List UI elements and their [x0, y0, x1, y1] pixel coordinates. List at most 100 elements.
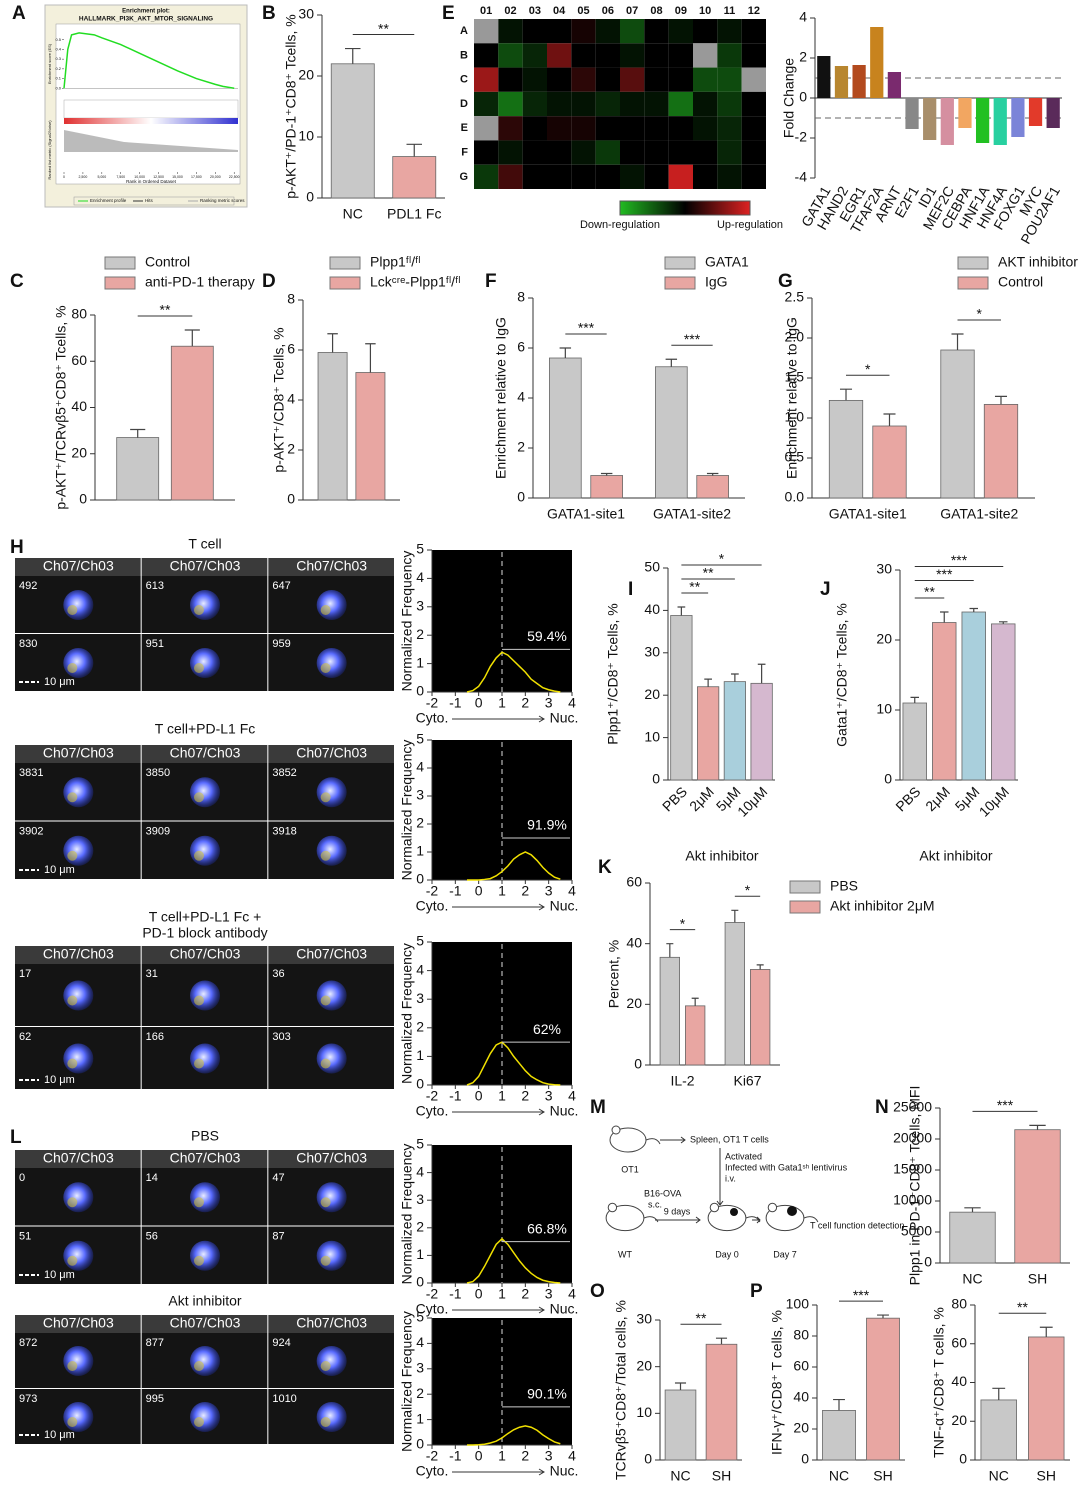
x-tick-label: 1: [498, 1286, 506, 1302]
bar: [590, 475, 623, 499]
x-tick-label: 4: [568, 695, 576, 711]
significance-label: **: [1017, 1299, 1028, 1315]
y-tick-label: 10: [876, 701, 892, 717]
heatmap-cell: [498, 91, 523, 117]
heatmap-cell: [644, 116, 669, 141]
gate-label: 66.8%: [527, 1220, 567, 1236]
x-tick-label: NC: [670, 1468, 690, 1484]
heatmap-cell: [668, 164, 693, 189]
y-tick-label: 10000: [893, 1192, 932, 1208]
legend-label: anti-PD-1 therapy: [145, 274, 255, 290]
cell-nucleus: [63, 1402, 94, 1432]
cell-stain: [320, 1058, 331, 1069]
y-tick-label: 4: [799, 9, 807, 25]
channel-header: [141, 558, 268, 576]
x-right-label: Nuc.: [550, 710, 579, 726]
y-tick-label: 0: [416, 1076, 424, 1092]
bar: [940, 98, 954, 145]
significance-label: ***: [684, 331, 701, 347]
y-axis-label: p-AKT⁺/PD-1⁺CD8⁺ Tcells, %: [283, 14, 299, 199]
error-bar: [365, 343, 376, 373]
bar: [993, 98, 1007, 145]
x-tick-label: 22,500: [229, 175, 240, 179]
y-axis-label: p-AKT⁺/CD8⁺ Tcells, %: [271, 327, 287, 472]
cell-nucleus: [316, 980, 347, 1011]
arrow: [660, 1136, 686, 1144]
cell-nucleus: [63, 1182, 94, 1213]
error-bar: [715, 1337, 728, 1345]
y-tick-label: 0.1: [55, 76, 61, 81]
y-tick-label: 0.2: [55, 66, 61, 71]
channel-header: [141, 745, 268, 763]
heatmap-cell: [474, 164, 499, 189]
x-tick-label: -2: [426, 695, 439, 711]
cell-id: 17: [19, 968, 31, 980]
y-tick-label: 2: [287, 441, 295, 457]
column-label: 11: [724, 5, 736, 17]
bar: [991, 623, 1016, 781]
y-tick-label: 4: [517, 389, 525, 405]
cell-nucleus: [190, 777, 220, 808]
bar: [723, 681, 746, 781]
cell-stain: [320, 995, 331, 1006]
channel-label: Ch07/Ch03: [296, 1150, 367, 1166]
y-tick-label: 25000: [893, 1099, 932, 1115]
cell-id: 872: [19, 1337, 37, 1349]
bar: [870, 27, 884, 98]
axis-arrow: [452, 1306, 545, 1314]
legend-label: PBS: [830, 878, 858, 894]
bar: [116, 437, 160, 501]
y-axis-label: Percent, %: [606, 940, 622, 1008]
legend-swatch: [664, 276, 696, 290]
axis-arrow: [452, 903, 545, 911]
panel-label: C: [10, 271, 24, 292]
column-label: 09: [675, 5, 687, 17]
heatmap-cell: [644, 67, 669, 92]
cell-id: 830: [19, 638, 37, 650]
significance-label: ***: [936, 566, 953, 582]
heatmap-cell: [522, 19, 547, 44]
y-tick-label: 3: [416, 787, 424, 803]
panel-label: H: [10, 537, 24, 558]
heatmap-cell: [547, 91, 572, 117]
bar: [852, 65, 866, 98]
axis-arrow: [452, 1108, 545, 1116]
heatmap-cell: [522, 91, 547, 117]
legend-swatch: [957, 276, 989, 290]
x-right-label: Nuc.: [550, 1301, 579, 1317]
y-tick-label: 40: [951, 1373, 967, 1389]
significance-label: **: [160, 302, 171, 318]
channel-label: Ch07/Ch03: [43, 946, 114, 962]
significance-label: *: [680, 915, 686, 931]
column-label: 04: [553, 5, 566, 17]
error-bar: [951, 333, 964, 350]
mouse-tail: [645, 1138, 661, 1145]
cell-id: 877: [146, 1337, 164, 1349]
x-tick-label: -1: [449, 1286, 462, 1302]
y-axis-label: Normalized Frequency: [399, 740, 415, 881]
heatmap-cell: [571, 67, 596, 92]
x-tick-label: -2: [426, 1448, 439, 1464]
cell-nucleus: [316, 1240, 347, 1271]
x-tick-label: 7,500: [116, 175, 125, 179]
heatmap-cell: [620, 43, 645, 68]
y-axis-label: Gata1⁺/CD8⁺ Tcells, %: [834, 603, 850, 747]
y-tick-label: 20: [793, 1420, 809, 1436]
x-right-label: Nuc.: [550, 1103, 579, 1119]
x-left-label: Cyto.: [416, 1463, 449, 1479]
channel-label: Ch07/Ch03: [296, 745, 367, 761]
error-bar: [877, 1314, 889, 1319]
bar: [949, 1211, 996, 1264]
y-tick-label: 80: [71, 306, 87, 322]
frequency-line: [467, 851, 561, 881]
heatmap-cell: [547, 140, 572, 165]
legend-swatch: [957, 256, 989, 270]
cell-id: 1010: [272, 1393, 296, 1405]
y-axis-label: Fold Change: [781, 58, 797, 138]
y-tick-label: 0: [79, 491, 87, 507]
panel-label: B: [262, 3, 276, 24]
x-tick-label: -1: [449, 695, 462, 711]
heatmap-cell: [644, 19, 669, 44]
error-bar: [731, 909, 739, 923]
cell-id: 3902: [19, 825, 43, 837]
